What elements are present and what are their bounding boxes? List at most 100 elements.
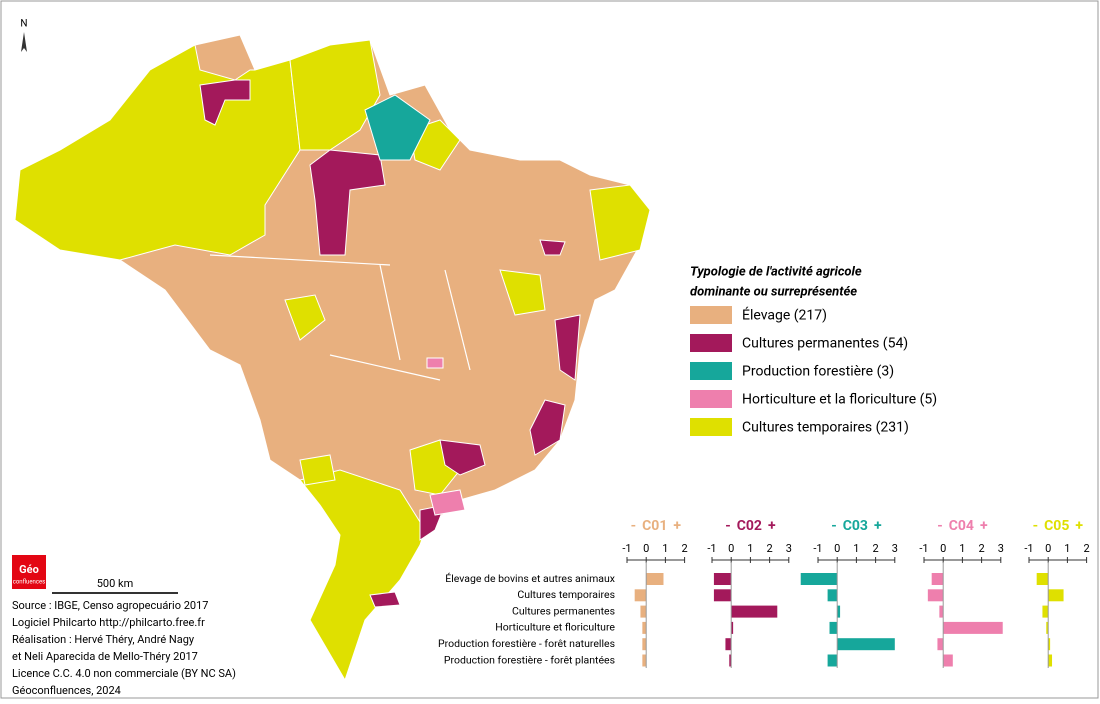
bar [646, 573, 664, 585]
tick-label: 1 [662, 542, 668, 555]
legend-swatch [690, 418, 732, 436]
chart-header-part: + [1075, 518, 1083, 534]
credits: Source : IBGE, Censo agropecuário 2017 Lo… [12, 599, 236, 697]
legend-label: Cultures permanentes (54) [742, 336, 908, 352]
variable-label: Horticulture et floriculture [495, 621, 615, 634]
chart-header-part: - [1033, 518, 1039, 534]
bar [713, 589, 732, 602]
credit-line: Logiciel Philcarto http://philcarto.free… [12, 616, 205, 629]
legend-title: dominante ou surreprésentée [690, 284, 857, 299]
bar [725, 638, 732, 651]
bar [634, 589, 647, 602]
tick-label: 1 [1064, 542, 1070, 555]
chart-header-part: C05 [1044, 518, 1069, 534]
chart-header-part: C03 [843, 518, 868, 534]
legend-label: Production forestière (3) [742, 364, 894, 380]
chart-header-part: + [874, 518, 882, 534]
chart-header-part: + [768, 518, 776, 534]
north-arrow [21, 32, 27, 52]
bar [1048, 589, 1064, 602]
legend-label: Cultures temporaires (231) [742, 420, 909, 436]
chart-header-part: + [980, 518, 988, 534]
region-perm [309, 149, 386, 256]
legend-swatch [690, 334, 732, 352]
region-perm [554, 314, 581, 381]
bar [827, 654, 838, 667]
tick-label: 0 [834, 542, 840, 555]
bar [642, 654, 647, 667]
tick-label: 2 [767, 542, 773, 555]
chart-header-part: + [673, 518, 681, 534]
logo-text: Géo [19, 563, 39, 576]
profiles: Élevage de bovins et autres animaux Cultu… [438, 518, 1090, 668]
tick-label: -1 [707, 542, 716, 555]
variable-label: Production forestière - forêt plantées [444, 653, 615, 666]
region-temp [284, 294, 326, 341]
chart-header: - C03 + [831, 518, 882, 534]
legend: Typologie de l'activité agricole dominant… [690, 264, 937, 436]
bar [640, 605, 647, 618]
scale-label: 500 km [97, 577, 134, 590]
bar [642, 621, 647, 634]
bar [642, 638, 647, 651]
tick-label: 1 [747, 542, 753, 555]
bar [827, 589, 838, 602]
bar [927, 589, 944, 602]
credit-line: et Neli Aparecida de Mello-Théry 2017 [12, 650, 198, 663]
legend-label: Horticulture et la floriculture (5) [742, 392, 937, 408]
tick-label: 0 [728, 542, 734, 555]
bar [943, 621, 1003, 634]
bar [1048, 654, 1053, 667]
credit-line: Source : IBGE, Censo agropecuário 2017 [12, 599, 208, 612]
region-perm [529, 399, 566, 456]
chart-header-part: - [631, 518, 637, 534]
region-temp [499, 269, 546, 316]
chart-header-part: C04 [949, 518, 974, 534]
bar [1036, 573, 1049, 585]
variable-label: Cultures permanentes [512, 604, 615, 617]
logo [12, 555, 46, 589]
bar [939, 605, 944, 618]
map [14, 34, 651, 682]
chart-header: - C01 + [631, 518, 682, 534]
tick-label: 2 [1084, 542, 1090, 555]
legend-label: Élevage (217) [742, 306, 827, 324]
tick-label: 0 [940, 542, 946, 555]
variable-label: Cultures temporaires [517, 588, 615, 601]
tick-label: 0 [643, 542, 649, 555]
bar [731, 605, 778, 618]
chart-header-part: - [831, 518, 837, 534]
bar [829, 621, 838, 634]
chart-header: - C04 + [937, 518, 988, 534]
bar [837, 605, 841, 618]
credit-line: Géoconfluences, 2024 [12, 684, 121, 697]
bar [713, 573, 732, 585]
bar [729, 654, 732, 667]
legend-swatch [690, 390, 732, 408]
credit-line: Réalisation : Hervé Théry, André Nagy [12, 633, 195, 646]
tick-label: -1 [622, 542, 631, 555]
chart-header: - C05 + [1033, 518, 1084, 534]
tick-label: 1 [853, 542, 859, 555]
credit-line: Licence C.C. 4.0 non commerciale (BY NC … [12, 667, 236, 680]
logo-text: confluences [13, 579, 46, 586]
legend-swatch [690, 306, 732, 324]
bar [931, 573, 944, 585]
bar [731, 621, 734, 634]
chart-header-part: C02 [737, 518, 762, 534]
region-temp [299, 454, 336, 486]
legend-title: Typologie de l'activité agricole [690, 264, 862, 279]
north-label: N [20, 19, 27, 30]
region-hort [426, 357, 444, 369]
region-perm [439, 439, 486, 476]
chart-header: - C02 + [725, 518, 776, 534]
state-boundary [209, 254, 471, 381]
tick-label: 2 [873, 542, 879, 555]
bar [1042, 605, 1049, 618]
variable-label: Production forestière - forêt naturelles [438, 637, 615, 650]
tick-label: 3 [892, 542, 898, 555]
tick-label: 1 [959, 542, 965, 555]
bar [937, 638, 944, 651]
bar [1048, 638, 1051, 651]
